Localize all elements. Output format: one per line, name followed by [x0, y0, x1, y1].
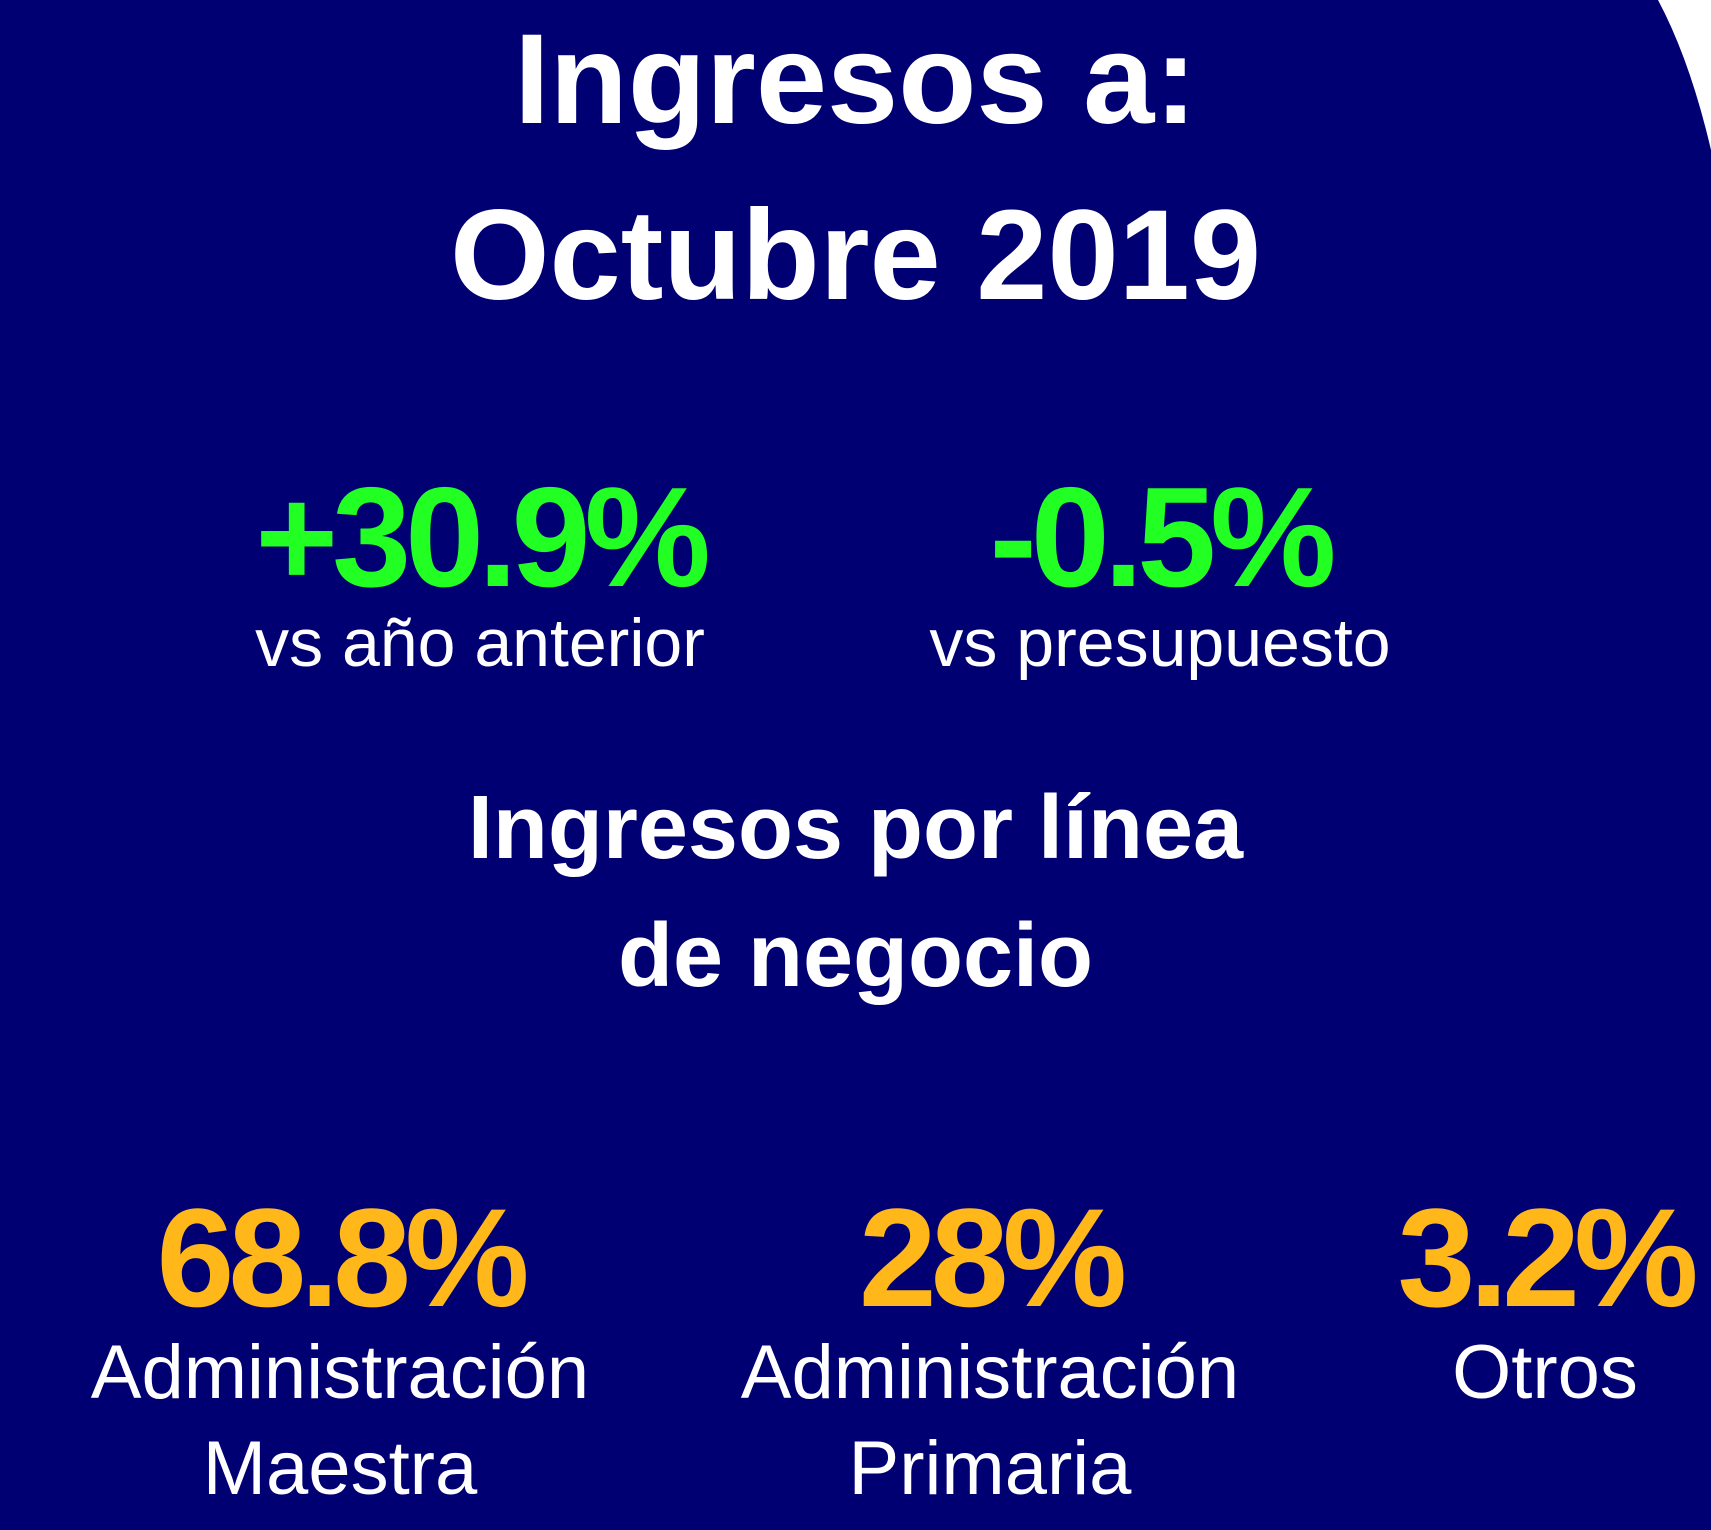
top-right-curve — [1658, 0, 1711, 150]
segment-label-line-2: Primaria — [848, 1426, 1132, 1511]
kpi-vs-budget: -0.5% vs presupuesto — [880, 458, 1440, 682]
segment-administracion-primaria: 28% Administración Primaria — [690, 1179, 1290, 1517]
kpi-vs-previous-year: +30.9% vs año anterior — [200, 458, 760, 682]
title-line-1: Ingresos a: — [514, 8, 1197, 151]
segment-label-line-2: Maestra — [202, 1426, 478, 1511]
segment-value: 28% — [858, 1179, 1127, 1336]
segment-administracion-maestra: 68.8% Administración Maestra — [40, 1179, 640, 1517]
segment-otros: 3.2% Otros — [1345, 1179, 1711, 1421]
kpi-label: vs año anterior — [255, 605, 705, 681]
segment-value: 3.2% — [1397, 1179, 1698, 1336]
title-line-2: Octubre 2019 — [449, 184, 1262, 327]
segment-label-line-1: Administración — [740, 1330, 1240, 1415]
kpi-value: +30.9% — [255, 458, 711, 617]
segment-label-line-1: Otros — [1452, 1330, 1638, 1415]
subtitle-line-1: Ingresos por línea — [467, 778, 1244, 878]
segment-value: 68.8% — [156, 1179, 530, 1336]
segment-label-line-1: Administración — [90, 1330, 590, 1415]
kpi-value: -0.5% — [989, 458, 1337, 617]
kpi-label: vs presupuesto — [929, 605, 1391, 681]
subtitle-line-2: de negocio — [617, 906, 1094, 1006]
